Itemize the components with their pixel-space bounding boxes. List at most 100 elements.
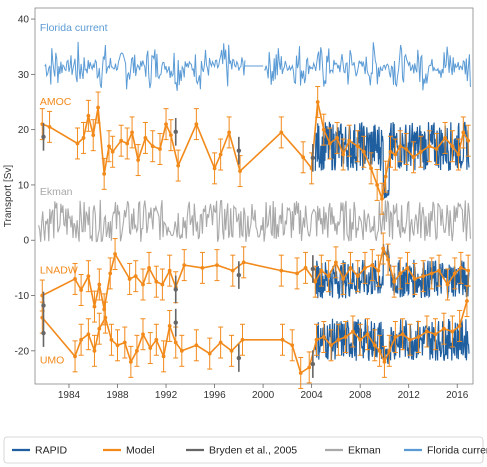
model-point-amoc — [238, 169, 242, 174]
model-point-amoc — [119, 138, 124, 143]
model-point-amoc — [450, 144, 455, 149]
model-point-umo — [358, 337, 363, 342]
x-tick-label: 2008 — [349, 390, 372, 401]
model-point-umo — [109, 337, 114, 342]
model-point-amoc — [110, 149, 115, 154]
y-tick-label: 0 — [23, 236, 29, 247]
model-point-amoc — [393, 152, 398, 157]
x-tick-label: 1984 — [58, 390, 81, 401]
model-point-lnadw — [241, 260, 246, 265]
y-axis-label: Transport [Sv] — [3, 165, 14, 228]
model-point-amoc — [143, 136, 148, 140]
bryden-points — [41, 118, 316, 378]
model-point-amoc — [434, 147, 439, 151]
model-point-amoc — [404, 147, 409, 151]
model-point-lnadw — [386, 257, 390, 262]
y-axis: -20 -10 0 10 20 30 40 — [15, 15, 35, 357]
rapid-line-lnadw — [314, 244, 470, 300]
model-point-lnadw — [230, 268, 235, 273]
rapid-line-umo — [314, 318, 470, 365]
model-point-amoc — [212, 166, 217, 171]
florida-line-segment — [44, 41, 246, 91]
model-point-umo — [336, 337, 341, 342]
model-point-amoc — [130, 130, 134, 135]
bryden-point — [310, 155, 316, 161]
model-point-lnadw — [392, 279, 397, 284]
model-point-lnadw — [160, 282, 165, 287]
model-point-umo — [433, 332, 438, 337]
model-point-lnadw — [466, 268, 471, 273]
model-point-umo — [377, 348, 382, 353]
y-tick-label: 10 — [18, 180, 30, 191]
model-point-umo — [400, 332, 405, 337]
model-point-lnadw — [108, 271, 113, 276]
x-tick-label: 2000 — [252, 390, 275, 401]
bryden-point — [236, 272, 242, 278]
x-tick-label: 1996 — [203, 390, 226, 401]
model-point-amoc — [380, 196, 384, 201]
model-line-lnadw — [41, 245, 469, 310]
y-tick-label: 40 — [18, 15, 30, 26]
series-label: Ekman — [40, 186, 73, 198]
florida-line-segment — [263, 42, 471, 91]
model-point-amoc — [227, 130, 232, 135]
model-point-lnadw — [295, 271, 299, 276]
model-point-umo — [154, 337, 159, 342]
x-tick-label: 2004 — [301, 390, 324, 401]
model-point-amoc — [218, 152, 223, 157]
y-tick-label: -20 — [15, 346, 30, 357]
model-point-amoc — [136, 158, 141, 162]
model-point-amoc — [47, 124, 52, 129]
model-point-lnadw — [458, 265, 463, 270]
model-point-amoc — [383, 174, 388, 179]
model-point-amoc — [301, 155, 306, 160]
model-point-umo — [314, 337, 319, 342]
model-point-umo — [365, 332, 370, 337]
model-point-umo — [240, 337, 245, 342]
series-labels: Florida current AMOC Ekman LNADW UMO — [40, 22, 108, 366]
model-point-umo — [73, 354, 77, 359]
model-point-umo — [290, 343, 295, 348]
model-point-lnadw — [376, 268, 381, 273]
model-point-amoc — [443, 136, 447, 140]
model-point-umo — [416, 335, 421, 339]
model-point-amoc — [341, 152, 346, 157]
model-point-umo — [321, 335, 326, 339]
florida-series — [44, 41, 471, 91]
model-point-umo — [173, 340, 178, 345]
model-point-amoc — [91, 133, 96, 138]
model-point-lnadw — [313, 279, 318, 284]
model-point-amoc — [176, 163, 181, 168]
model-point-umo — [307, 365, 312, 370]
model-point-umo — [79, 337, 84, 342]
bryden-point — [236, 355, 242, 361]
model-point-amoc — [418, 149, 423, 154]
model-point-lnadw — [445, 282, 450, 287]
model-point-lnadw — [405, 265, 410, 270]
model-point-lnadw — [86, 274, 91, 279]
model-point-amoc — [125, 141, 130, 146]
model-point-umo — [450, 329, 455, 334]
model-point-umo — [298, 371, 303, 375]
legend: RAPID Model Bryden et al., 2005 Ekman Florid… — [12, 445, 487, 457]
model-point-amoc — [168, 133, 173, 138]
y-tick-label: 30 — [18, 70, 30, 81]
model-point-lnadw — [326, 274, 331, 279]
model-point-amoc — [347, 138, 352, 143]
model-point-umo — [465, 299, 469, 303]
series-label: LNADW — [40, 264, 78, 276]
model-point-umo — [86, 332, 91, 337]
y-tick-label: -10 — [15, 291, 30, 302]
model-point-lnadw — [113, 252, 117, 256]
model-point-umo — [194, 343, 199, 348]
model-point-amoc — [461, 130, 466, 135]
model-point-lnadw — [79, 288, 84, 292]
model-point-lnadw — [141, 282, 145, 287]
model-point-umo — [372, 343, 377, 348]
series-label: Florida current — [40, 22, 108, 34]
model-point-lnadw — [452, 271, 457, 276]
model-point-umo — [350, 329, 355, 334]
model-point-umo — [457, 324, 462, 328]
model-point-amoc — [327, 141, 332, 146]
